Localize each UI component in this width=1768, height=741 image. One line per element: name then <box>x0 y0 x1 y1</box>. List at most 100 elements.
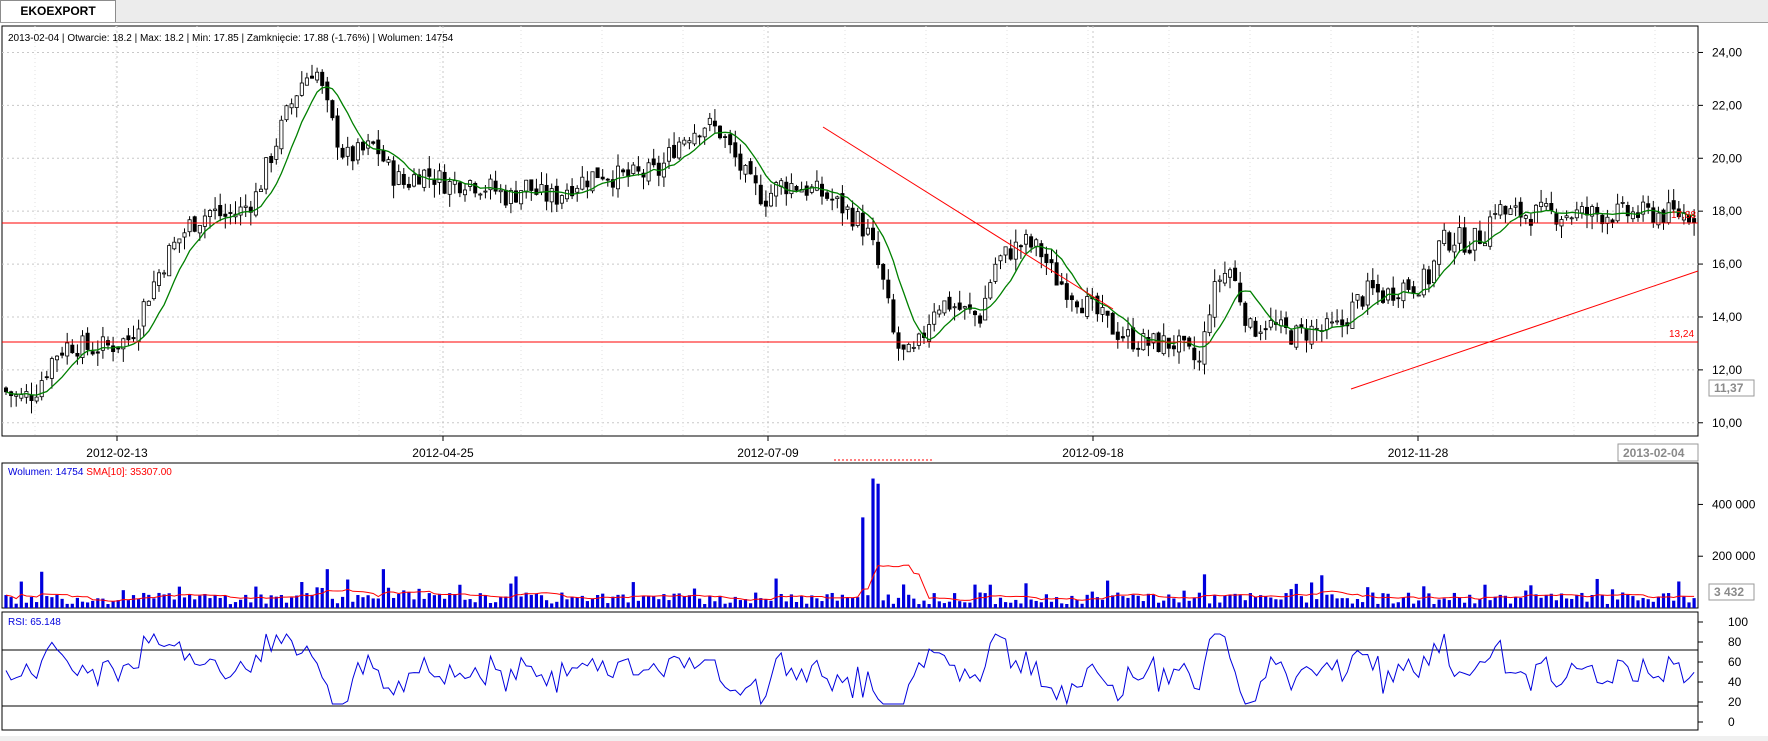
volume-bar <box>50 597 54 608</box>
downtrend-line[interactable] <box>822 126 1114 310</box>
resistance-line-label: 17,88 <box>1671 210 1696 221</box>
volume-bar <box>953 593 957 608</box>
candle-body <box>462 189 467 196</box>
candle-body <box>1467 249 1472 254</box>
candle-body <box>825 192 830 199</box>
volume-bar <box>1330 594 1334 608</box>
volume-bar <box>1177 602 1181 608</box>
volume-current-value-box <box>1708 583 1755 601</box>
candle-body <box>865 227 870 235</box>
candle-body <box>396 171 401 185</box>
price-tick-label: 16,00 <box>1712 257 1742 271</box>
candle-body <box>269 155 274 164</box>
volume-bar <box>626 602 630 608</box>
volume-bar <box>1514 597 1518 608</box>
candle-body <box>835 196 840 200</box>
volume-bar <box>437 593 442 608</box>
volume-bar <box>805 603 809 608</box>
date-tick-label: 2012-09-18 <box>1062 446 1124 460</box>
candle-body <box>29 394 34 401</box>
candle-body <box>549 188 554 203</box>
volume-bar <box>1452 592 1456 608</box>
candle-body <box>585 180 590 188</box>
candle-body <box>197 224 202 234</box>
volume-bar <box>1381 593 1385 608</box>
volume-bar <box>1396 602 1400 608</box>
volume-bar <box>1243 600 1247 608</box>
candle-body <box>978 315 983 324</box>
volume-bar <box>1106 580 1110 608</box>
volume-panel-frame <box>1 462 1699 609</box>
candle-body <box>411 174 416 187</box>
volume-bar <box>840 594 844 608</box>
candle-body <box>850 207 855 227</box>
candle-body <box>1304 328 1309 341</box>
candle-body <box>315 71 320 81</box>
volume-bar <box>198 595 202 608</box>
volume-bar <box>244 594 248 608</box>
candle-body <box>753 175 758 184</box>
volume-bar <box>463 599 467 608</box>
volume-bar <box>1162 600 1166 608</box>
candle-body <box>1462 227 1467 253</box>
volume-bar <box>580 595 584 608</box>
candle-body <box>1243 302 1248 326</box>
volume-bar <box>325 569 329 608</box>
rsi-title: RSI: 65.148 <box>8 617 61 628</box>
price-current-value-box <box>1708 379 1755 397</box>
volume-bar <box>891 603 895 608</box>
candle-body <box>758 184 763 205</box>
candle-body <box>131 337 136 340</box>
candle-body <box>580 176 585 190</box>
volume-bar <box>218 597 222 608</box>
volume-bar <box>1141 601 1145 608</box>
volume-bar <box>1641 597 1645 608</box>
volume-bar <box>1182 590 1186 608</box>
volume-bar <box>1279 599 1283 608</box>
price-current-value: 11,37 <box>1714 381 1744 395</box>
candle-body <box>565 189 570 200</box>
volume-bar <box>1488 600 1492 608</box>
candle-body <box>891 299 896 333</box>
volume-bar <box>779 593 783 608</box>
tab-ekoexport[interactable]: EKOEXPORT <box>0 0 116 22</box>
volume-bar <box>80 601 85 608</box>
stock-chart[interactable]: 17,88 13,24 2013-02-04 | Otwarcie: 18.2 … <box>0 23 1768 736</box>
candle-body <box>1228 269 1233 278</box>
volume-bar <box>239 599 243 608</box>
volume-bar <box>749 603 753 608</box>
candle-body <box>998 255 1003 262</box>
volume-bar <box>91 600 95 608</box>
volume-bar <box>1355 599 1360 608</box>
candle-body <box>728 134 733 146</box>
volume-bar <box>606 603 610 608</box>
candle-body <box>804 185 809 196</box>
volume-bar <box>162 594 166 608</box>
volume-bar <box>896 597 901 608</box>
candle-body <box>381 150 386 162</box>
candle-body <box>350 146 355 162</box>
volume-bar <box>75 597 79 608</box>
candle-body <box>962 306 967 309</box>
volume-bar <box>621 594 625 608</box>
candle-body <box>631 164 636 174</box>
candle-body <box>1641 201 1646 215</box>
uptrend-line[interactable] <box>1350 270 1699 390</box>
candle-body <box>1625 204 1630 217</box>
volume-bar <box>1463 602 1467 608</box>
volume-bar <box>371 598 375 608</box>
volume-bar <box>407 592 411 608</box>
volume-bar <box>743 599 748 608</box>
volume-bar <box>1253 596 1258 608</box>
candle-body <box>422 169 427 188</box>
candle-body <box>942 300 947 314</box>
volume-bar <box>1391 603 1395 608</box>
candle-body <box>774 182 779 197</box>
volume-bar <box>509 583 513 608</box>
volume-bar <box>565 599 569 608</box>
rsi-axis: 100 80 60 40 20 0 <box>1697 615 1748 729</box>
volume-bar <box>596 595 600 608</box>
candle-body <box>223 213 228 217</box>
candle-body <box>769 192 774 207</box>
volume-bar <box>1335 598 1339 608</box>
